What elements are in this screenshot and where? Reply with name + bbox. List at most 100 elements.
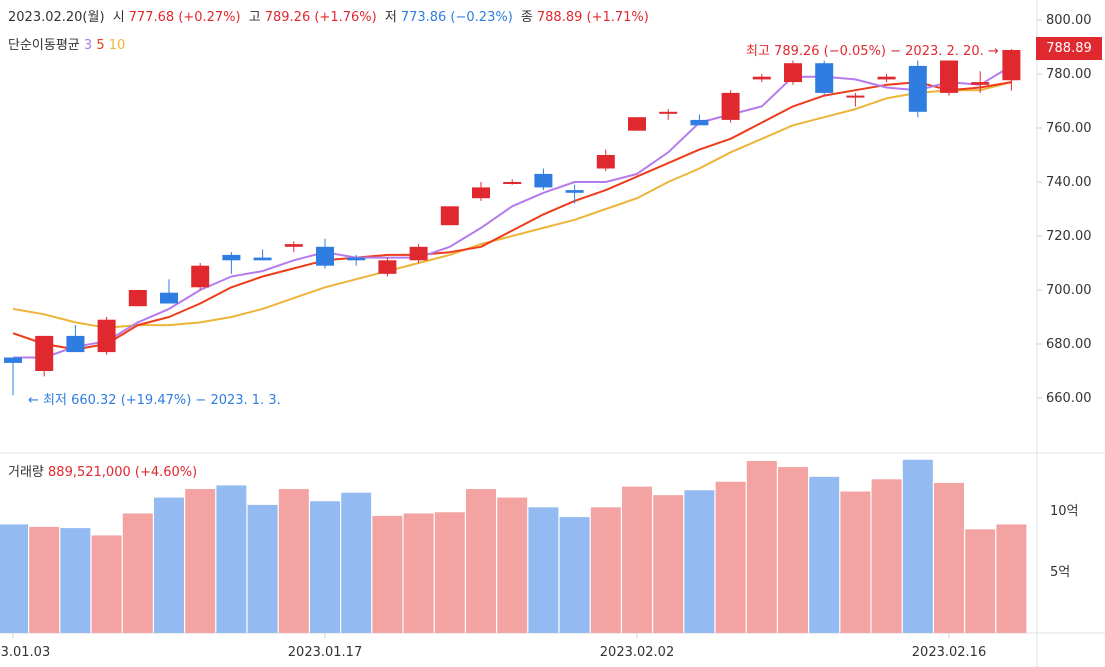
candle-body [440,206,459,226]
ma10-legend[interactable]: 10 [108,38,126,53]
ma5-line [12,81,1012,351]
candle [160,279,178,304]
candle [752,74,771,83]
close-label: 종 [520,10,533,25]
candle [440,206,459,226]
volume-bar [684,490,715,633]
candle-body [940,60,958,93]
candle-body [347,257,366,261]
candle-body [128,290,147,307]
candle-body [222,254,241,261]
volume-bar [809,476,840,633]
volume-bar [372,515,403,633]
volume-bar [247,504,278,633]
candle-body [721,92,740,120]
ma-legend[interactable]: 단순이동평균 3 5 10 [8,34,125,53]
candle [877,74,896,83]
candle-body [160,292,178,304]
candlesticks [4,48,1021,396]
ma3-legend[interactable]: 3 [83,38,93,53]
volume-bar [840,491,871,633]
candle-body [534,173,553,188]
ohlc-header: 2023.02.20(월) 시 777.68 (+0.27%) 고 789.26 (… [8,6,653,25]
candle [4,357,22,396]
volume-bar [622,486,652,633]
price-tick-label: 680.00 [1046,337,1092,352]
candle-body [66,335,85,353]
candle-body [378,260,397,274]
header-date: 2023.02.20(월) [8,10,105,25]
volume-bar [497,497,528,633]
price-tick-label: 740.00 [1046,175,1092,190]
volume-bar [934,482,964,633]
price-tick-label: 780.00 [1046,67,1092,82]
volume-bar [216,485,247,633]
candle-body [35,335,54,371]
candle-body [877,76,896,80]
ma3-series [13,65,1012,359]
volume-bar [122,513,153,633]
candle [565,184,584,204]
volume-bar [29,526,60,633]
volume-tick-label: 10억 [1050,504,1079,519]
low-label: 저 [384,10,397,25]
candle-body [316,246,334,266]
candle [690,114,709,126]
price-tick-label: 700.00 [1046,283,1092,298]
volume-bar [902,459,933,633]
close-value: 788.89 (+1.71%) [536,10,649,25]
candle [503,179,522,185]
volume-bar [403,513,434,633]
candle-body [784,63,802,83]
time-tick-label: 2023.02.16 [912,645,986,660]
volume-bar [185,489,216,633]
candle-body [253,257,272,261]
min-price-annotation: ← 최저 660.32 (+19.47%) − 2023. 1. 3. [28,393,281,408]
candle [35,335,54,377]
volume-bar [746,460,777,633]
price-tick-label: 760.00 [1046,121,1092,136]
candle [191,263,210,290]
volume-legend-value: 889,521,000 (+4.60%) [48,465,198,480]
volume-bar [715,481,746,633]
candle [378,257,397,277]
ma10-series [12,81,1012,329]
volume-bar [91,535,122,633]
candle [815,60,834,96]
ma10-line [12,81,1012,329]
ma-legend-label: 단순이동평균 [8,38,80,53]
volume-bars [0,459,1027,633]
axes: 800.00 780.00 760.00 740.00 720.00 700.00 680.… [0,13,1092,660]
max-price-annotation: 최고 789.26 (−0.05%) − 2023. 2. 20. → [746,44,999,59]
candle-body [815,63,834,93]
volume-bar [154,497,184,633]
candle-body [284,244,303,247]
candle [284,241,303,253]
time-tick-label: 2023.01.03 [0,645,50,660]
candle-body [4,357,22,363]
candle-body [908,65,927,112]
low-value: 773.86 (−0.23%) [400,10,513,25]
candle-body [503,182,522,184]
candle-body [846,95,865,98]
volume-bar [590,507,621,633]
volume-bar [965,529,996,633]
candle-body [659,111,678,114]
volume-bar [778,467,808,633]
candle [846,92,865,107]
volume-bar [341,492,372,633]
volume-bar [60,528,91,633]
volume-bar [528,507,559,633]
volume-bar [278,489,309,633]
candle [628,117,646,131]
price-tick-label: 800.00 [1046,13,1092,28]
volume-bar [0,524,28,633]
candle [1002,48,1021,91]
ma5-legend[interactable]: 5 [96,38,105,53]
volume-bar [310,501,340,633]
candle [940,60,958,96]
high-value: 789.26 (+1.76%) [264,10,377,25]
candle [409,244,428,263]
time-tick-label: 2023.01.17 [288,645,362,660]
